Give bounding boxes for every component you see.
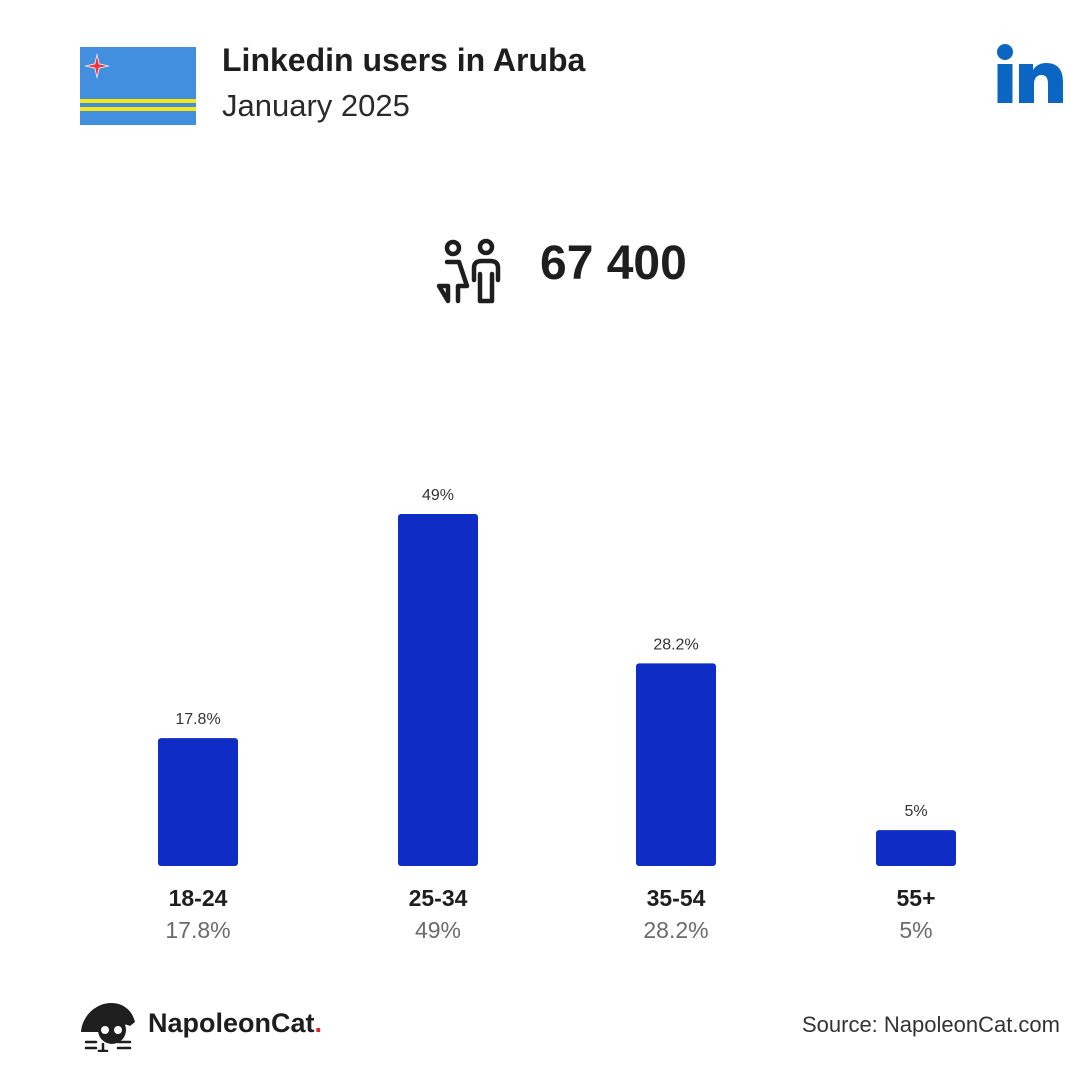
- bar-value-label: 49%: [422, 487, 454, 504]
- age-distribution-chart: 17.8% 18-24 17.8% 49% 25-34 49% 28.2% 35-54 28.2…: [158, 487, 956, 943]
- source-label: Source: NapoleonCat.com: [801, 1012, 1060, 1037]
- bar-25-34: [398, 514, 478, 866]
- category-percent-label: 5%: [899, 917, 932, 943]
- category-label: 25-34: [409, 885, 468, 911]
- napoleoncat-logo: [81, 1003, 135, 1052]
- page-title: Linkedin users in Aruba: [222, 42, 586, 78]
- linkedin-icon: [997, 44, 1063, 103]
- bar-value-label: 17.8%: [175, 711, 220, 728]
- category-percent-label: 17.8%: [165, 917, 230, 943]
- brand-name: NapoleonCat.: [148, 1008, 322, 1039]
- aruba-flag: [80, 47, 196, 125]
- category-percent-label: 49%: [415, 917, 461, 943]
- bar-55+: [876, 830, 956, 866]
- brand-name-text: NapoleonCat: [148, 1008, 315, 1038]
- bar-value-label: 5%: [904, 803, 927, 820]
- category-label: 18-24: [169, 885, 228, 911]
- total-users-value: 67 400: [540, 237, 687, 290]
- category-percent-label: 28.2%: [643, 917, 708, 943]
- people-icon: [436, 238, 501, 304]
- bar-18-24: [158, 738, 238, 866]
- brand-dot: .: [314, 1008, 323, 1038]
- bar-value-label: 28.2%: [653, 636, 698, 653]
- category-label: 55+: [896, 885, 935, 911]
- page-subtitle: January 2025: [222, 88, 410, 123]
- bar-35-54: [636, 663, 716, 866]
- category-label: 35-54: [647, 885, 706, 911]
